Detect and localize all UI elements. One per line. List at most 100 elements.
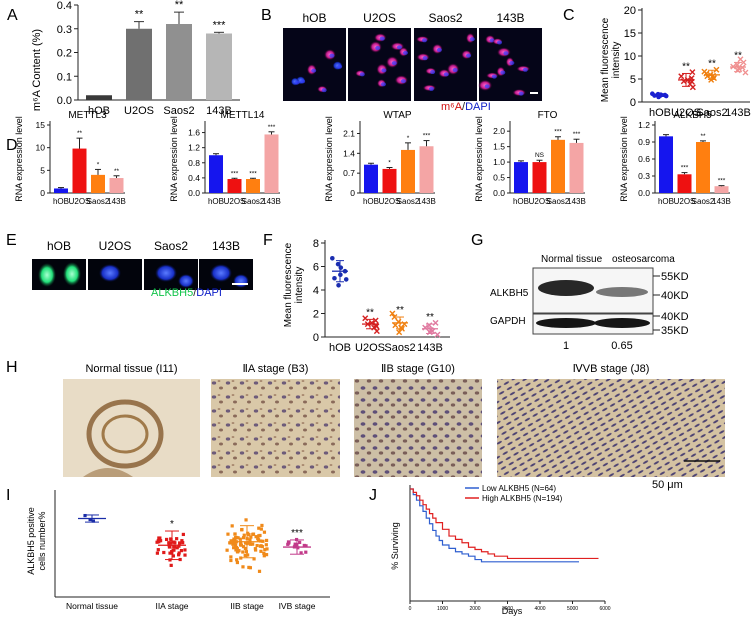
panel-e-stain-legend: ALKBH5/DAPI xyxy=(151,287,222,299)
panel-i-point xyxy=(304,544,308,548)
panel-i-point xyxy=(293,542,297,546)
panel-e-cell xyxy=(178,274,194,288)
panel-g-band-osteo-gapdh xyxy=(594,318,650,328)
panel-d-significance: *** xyxy=(681,165,689,172)
data-point xyxy=(335,261,341,267)
panel-i-point xyxy=(302,543,306,548)
panel-b: B hOB U2OS Saos2 143B m⁶A/DAPI xyxy=(261,7,542,113)
panel-i-point xyxy=(229,558,233,563)
panel-i-point xyxy=(264,538,269,543)
panel-i-point xyxy=(155,540,159,544)
panel-d-ytick-label: 0.8 xyxy=(188,158,200,168)
panel-g-row-gapdh: GAPDH xyxy=(490,316,526,327)
panel-i-point xyxy=(259,539,263,543)
panel-i-point xyxy=(243,546,248,551)
xtick-label: hOB xyxy=(329,342,351,354)
panel-i-point xyxy=(169,563,173,567)
panel-i-point xyxy=(251,542,255,546)
panel-g-row-alkbh5: ALKBH5 xyxy=(490,288,529,299)
significance: ** xyxy=(426,312,434,323)
panel-f: F Mean fluorescence intensity 0 2 4 6 8 hOB **… xyxy=(263,232,450,354)
panel-a-ytick-label: 0.1 xyxy=(57,71,72,83)
panel-e: E hOB U2OS Saos2 143B ALKBH5/DAPI xyxy=(6,232,253,299)
panel-g-mw-55kd: 55KD xyxy=(661,271,689,283)
panel-a-bar xyxy=(126,28,152,100)
panel-a-ytick-label: 0.0 xyxy=(57,95,72,107)
panel-i-point xyxy=(247,565,251,569)
panel-d-ytick-label: 0.0 xyxy=(493,188,505,198)
panel-i-point xyxy=(259,544,263,548)
panel-d-bar xyxy=(246,179,260,193)
panel-d-significance: *** xyxy=(423,133,431,140)
panel-j: J % Surviving Days 0 1000 2000 3000 4000 5000… xyxy=(369,484,611,616)
panel-i-point xyxy=(254,535,258,539)
ytick-label: 4 xyxy=(313,285,319,297)
panel-i-point xyxy=(178,557,182,562)
panel-i-point xyxy=(168,551,172,555)
panel-a: A m⁶A Content (%) 0.0 0.1 0.2 0.3 0.4 hOB ** U… xyxy=(7,0,240,117)
panel-d-xtick-label: hOB xyxy=(658,197,674,206)
panel-j-xtick-label: 1000 xyxy=(437,606,448,612)
panel-c-ylabel-1: Mean fluorescence xyxy=(600,17,611,102)
panel-j-legend-label: Low ALKBH5 (N=64) xyxy=(482,484,556,493)
panel-d-bar xyxy=(91,174,105,193)
panel-b-nucleus xyxy=(421,38,427,43)
panel-h-tissue xyxy=(83,468,133,477)
panel-b-nucleus xyxy=(436,47,442,52)
panel-d-ylabel: RNA expression level xyxy=(169,116,179,202)
significance: ** xyxy=(708,58,716,69)
panel-i-point xyxy=(264,553,269,557)
panel-d-bar xyxy=(714,186,729,193)
panel-e-cell xyxy=(99,264,121,282)
panel-d-bar xyxy=(209,155,223,193)
panel-d-chart-title: METTL14 xyxy=(221,110,265,121)
panel-g-mw-40kd: 40KD xyxy=(661,290,689,302)
panel-i-point xyxy=(172,540,176,544)
panel-d-bar xyxy=(382,168,397,193)
panel-d-chart-title: METTL3 xyxy=(68,110,107,121)
panel-i-point xyxy=(257,526,261,530)
panel-d-significance: ** xyxy=(700,133,706,140)
panel-j-series-line xyxy=(410,488,579,563)
panel-i-xtick-label: Normal tissue xyxy=(66,601,118,611)
panel-d-significance: *** xyxy=(231,170,239,177)
panel-letter-j: J xyxy=(369,487,377,504)
panel-h-vessel xyxy=(86,399,164,469)
panel-i-point xyxy=(255,543,259,548)
panel-a-ytick-label: 0.3 xyxy=(57,24,72,36)
panel-h-title: Normal tissue (I11) xyxy=(85,363,177,375)
panel-b-nucleus xyxy=(497,40,503,45)
panel-d-ytick-label: 1.6 xyxy=(188,128,200,138)
panel-j-xlabel: Days xyxy=(502,606,523,616)
panel-i-point xyxy=(232,537,236,541)
panel-a-ylabel: m⁶A Content (%) xyxy=(31,29,43,111)
panel-letter-c: C xyxy=(563,7,575,24)
xtick-label: 143B xyxy=(725,107,751,119)
panel-i-point xyxy=(83,513,87,518)
panel-i-point xyxy=(249,535,253,539)
data-point xyxy=(389,310,396,317)
panel-a-ytick-label: 0.4 xyxy=(57,0,72,12)
panel-i-point xyxy=(253,547,257,551)
panel-i-point xyxy=(156,548,160,552)
panel-i-point xyxy=(233,532,237,536)
panel-b-nucleus xyxy=(391,61,397,66)
panel-d-significance: NS xyxy=(535,152,545,159)
panel-letter-i: I xyxy=(6,487,10,504)
data-point xyxy=(434,331,441,338)
panel-d-xtick-label: Saos2 xyxy=(547,197,570,206)
panel-g: G Normal tissue osteosarcoma ALKBH5 GAPD… xyxy=(471,232,689,352)
panel-i-point xyxy=(246,531,250,535)
panel-h-scale-label: 50 μm xyxy=(652,479,683,491)
panel-d-ytick-label: 2.1 xyxy=(343,129,355,139)
panel-d-xtick-label: 143B xyxy=(567,197,586,206)
panel-i-point xyxy=(258,533,262,538)
panel-i-point xyxy=(171,554,175,558)
panel-d-significance: * xyxy=(407,135,410,142)
panel-a-bar xyxy=(206,33,232,100)
panel-b-nucleus xyxy=(430,70,436,75)
panel-h-title: ⅣVB stage (J8) xyxy=(573,363,650,375)
panel-d-significance: *** xyxy=(554,129,562,136)
panel-i-point xyxy=(231,539,235,543)
